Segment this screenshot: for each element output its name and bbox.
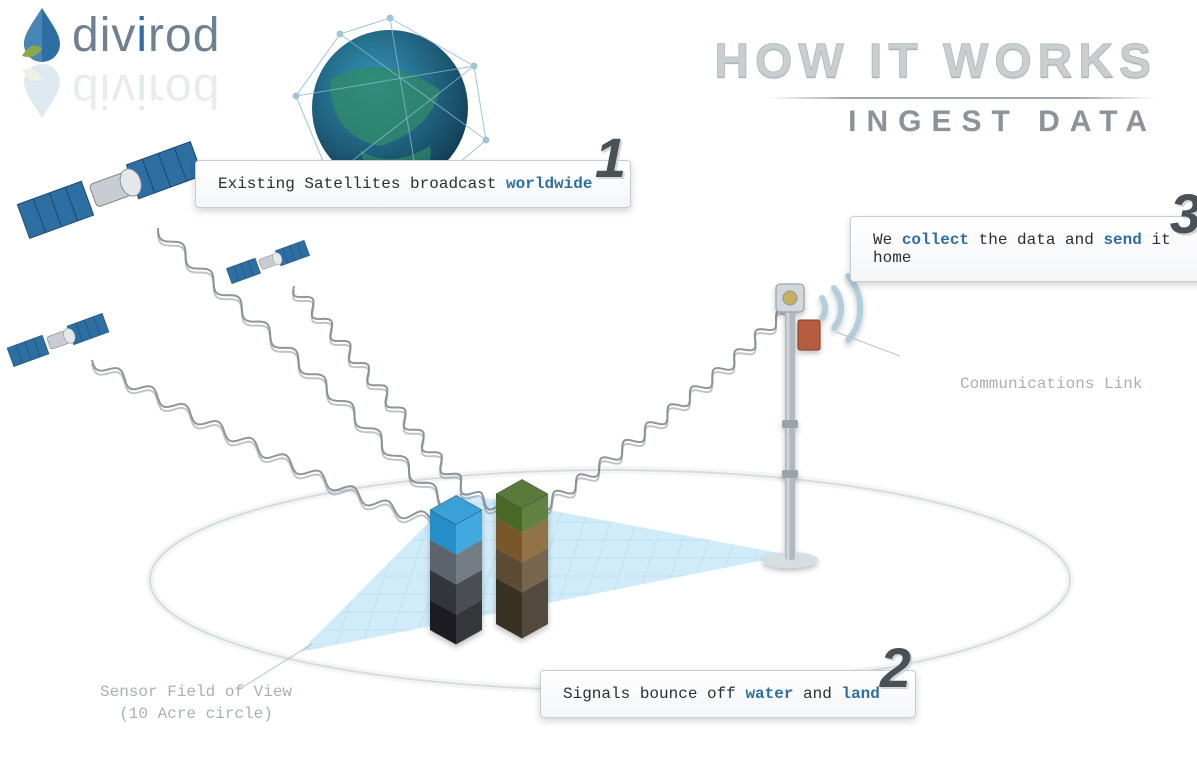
step-2-kw2: land [841, 685, 879, 703]
brand-logo-reflection: divirod [18, 62, 220, 120]
step-2-kw1: water [745, 685, 793, 703]
step-1-number: 1 [595, 125, 624, 190]
fov-line-1: Sensor Field of View [100, 682, 292, 704]
step-3-text-pre: We [873, 231, 902, 249]
brand-logo: divirod [18, 6, 220, 64]
title-block: HOW IT WORKS INGEST DATA [714, 34, 1157, 139]
step-3-text-mid: the data and [969, 231, 1103, 249]
step-3-kw2: send [1103, 231, 1141, 249]
title-main: HOW IT WORKS [714, 34, 1157, 89]
step-1-callout: 1 Existing Satellites broadcast worldwid… [195, 160, 631, 208]
logo-text-1: div [72, 9, 136, 62]
sensor-tower-icon [762, 276, 860, 568]
step-2-text-pre: Signals bounce off [563, 685, 745, 703]
logo-text-2: rod [148, 9, 220, 62]
step-3-kw1: collect [902, 231, 969, 249]
step-3-number: 3 [1170, 181, 1197, 246]
comm-label: Communications Link [960, 375, 1142, 393]
fov-annotation: Sensor Field of View (10 Acre circle) [100, 682, 292, 725]
comm-annotation: Communications Link [960, 374, 1142, 396]
step-2-number: 2 [880, 635, 909, 700]
step-2-text-mid: and [793, 685, 841, 703]
title-sub: INGEST DATA [714, 105, 1157, 139]
title-divider [767, 97, 1157, 99]
logo-text: divirod [72, 8, 220, 63]
logo-mark-icon [18, 6, 66, 64]
step-2-callout: 2 Signals bounce off water and land [540, 670, 916, 718]
logo-text-accent: i [136, 9, 148, 62]
step-3-callout: 3 We collect the data and send it home [850, 216, 1197, 282]
fov-line-2: (10 Acre circle) [100, 704, 292, 726]
infographic-stage: divirod divirod HOW IT WORKS INGEST DATA [0, 0, 1197, 775]
step-1-kw1: worldwide [506, 175, 592, 193]
step-1-text-pre: Existing Satellites broadcast [218, 175, 506, 193]
